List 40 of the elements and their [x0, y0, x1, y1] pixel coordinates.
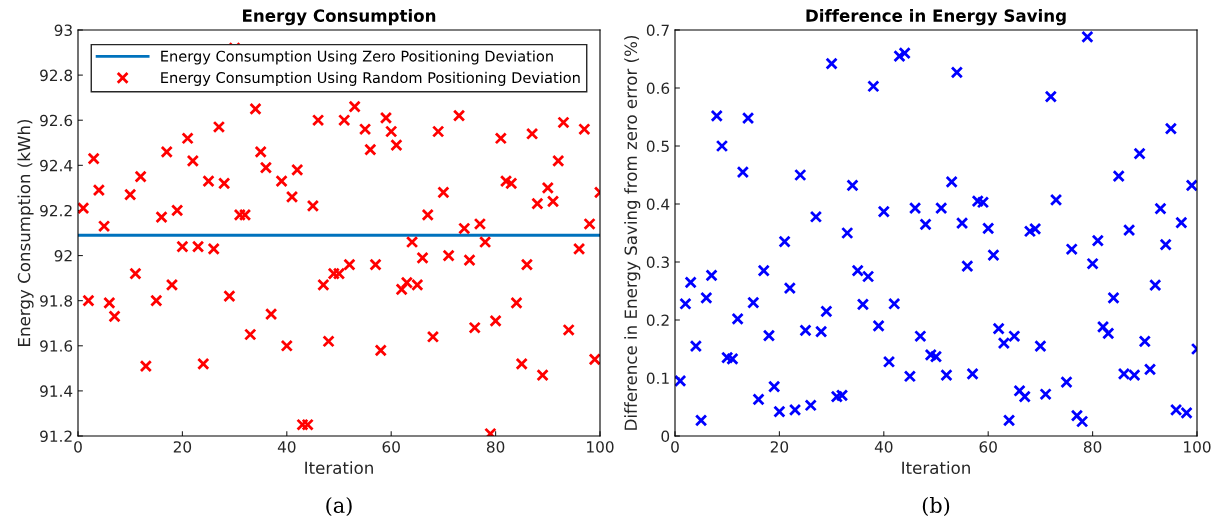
y-tick-label: 0.3 — [646, 256, 669, 269]
x-axis-title: Iteration — [902, 461, 970, 475]
y-tick-label: 92.2 — [40, 204, 72, 217]
y-axis-title: Energy Consumption (kWh) — [17, 119, 34, 346]
chart-title: Difference in Energy Saving — [806, 9, 1066, 26]
y-tick-label: 91.2 — [40, 430, 72, 443]
y-tick-label: 0.4 — [646, 198, 670, 211]
y-tick-label: 92.8 — [40, 69, 73, 82]
x-tick-label: 100 — [587, 441, 614, 453]
y-tick-label: 0.6 — [646, 82, 670, 95]
y-tick-label: 92.4 — [40, 159, 73, 172]
x-tick-label: 0 — [74, 441, 82, 453]
x-tick-label: 20 — [173, 441, 192, 453]
y-tick-label: 0.1 — [646, 372, 669, 385]
x-tick-label: 80 — [486, 441, 505, 453]
y-tick-label: 92 — [54, 250, 72, 262]
chart-title: Energy Consumption — [243, 9, 436, 26]
x-tick-label: 0 — [671, 441, 679, 453]
y-tick-label: 92.6 — [40, 114, 73, 127]
text: (b) — [922, 496, 950, 516]
x-tick-label: 60 — [979, 441, 997, 453]
y-tick-label: 0.7 — [646, 24, 669, 37]
legend-label: Energy Consumption Using Random Positioning Deviation — [161, 71, 580, 86]
y-tick-label: 0 — [661, 430, 670, 443]
x-tick-label: 40 — [874, 441, 893, 453]
x-tick-label: 80 — [1083, 441, 1102, 453]
text: (a) — [326, 496, 352, 516]
legend-label: Energy Consumption Using Zero Positioning Deviation — [161, 50, 553, 65]
x-tick-label: 20 — [770, 441, 789, 453]
y-tick-label: 91.4 — [40, 385, 73, 397]
y-tick-label: 0.2 — [646, 314, 669, 327]
y-tick-label: 91.8 — [40, 295, 73, 307]
x-tick-label: 40 — [277, 441, 296, 453]
y-tick-label: 93 — [54, 24, 72, 37]
x-axis-title: Iteration — [305, 461, 373, 475]
x-tick-label: 100 — [1184, 441, 1211, 453]
x-tick-label: 60 — [382, 441, 400, 453]
y-axis-title: Difference in Energy Saving from zero error (%) — [624, 36, 641, 430]
y-tick-label: 0.5 — [646, 140, 669, 153]
y-tick-label: 91.6 — [40, 340, 73, 352]
